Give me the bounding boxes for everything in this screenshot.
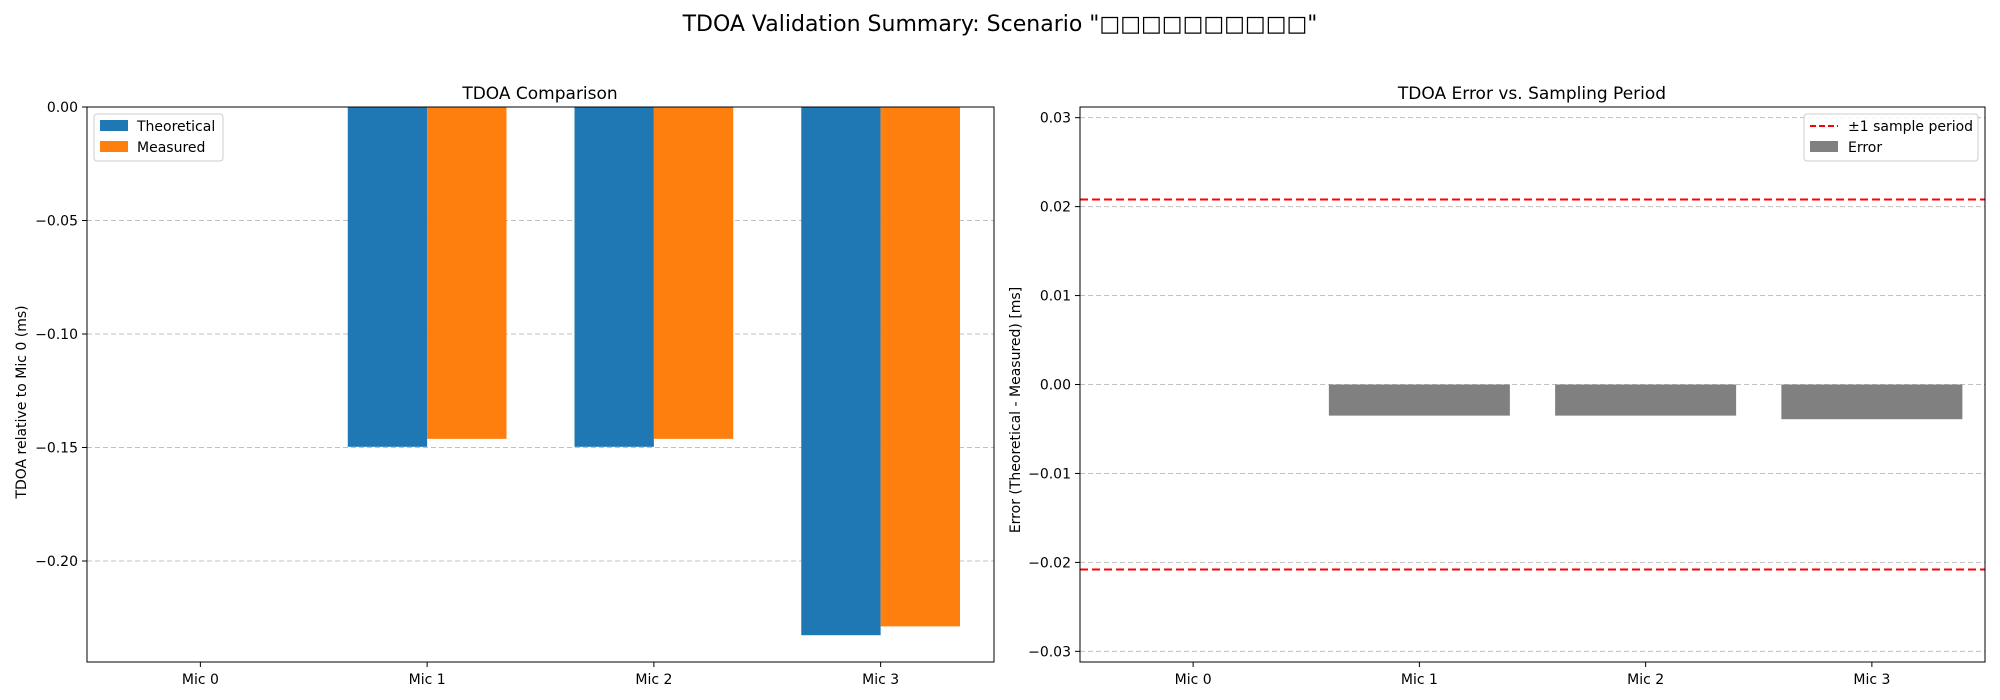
- y-tick-label: −0.01: [1028, 466, 1071, 482]
- left-y-ticks: 0.00 −0.05 −0.10 −0.15 −0.20: [35, 100, 87, 570]
- x-tick-label: Mic 1: [1401, 672, 1438, 688]
- y-tick-label: 0.00: [1040, 378, 1071, 394]
- y-tick-label: −0.05: [35, 213, 78, 229]
- right-legend-box: [1803, 113, 1979, 162]
- left-legend: Theoretical Measured: [93, 113, 224, 162]
- y-tick-label: −0.15: [35, 440, 78, 456]
- right-chart-title: TDOA Error vs. Sampling Period: [1397, 84, 1666, 104]
- right-axes-frame: [1079, 106, 1986, 663]
- right-y-ticks: 0.03 0.02 0.01 0.00 −0.01 −0.02 −0.03: [1028, 111, 1080, 660]
- right-x-ticks: Mic 0 Mic 1 Mic 2 Mic 3: [1175, 662, 1890, 688]
- x-tick-label: Mic 2: [635, 672, 672, 688]
- bar-measured-mic-1: [427, 107, 507, 439]
- left-chart-title: TDOA Comparison: [461, 84, 617, 104]
- x-tick-label: Mic 3: [862, 672, 899, 688]
- bar-error-mic-1: [1328, 384, 1510, 416]
- y-tick-label: −0.10: [35, 327, 78, 343]
- x-tick-label: Mic 1: [409, 672, 446, 688]
- bar-theoretical-mic-3: [801, 107, 881, 636]
- tdoa-error-chart: TDOA Error vs. Sampling Period Error (Th…: [1008, 84, 1986, 688]
- y-tick-label: −0.02: [1028, 555, 1071, 571]
- tdoa-comparison-chart: TDOA Comparison TDOA relative to Mic 0 (…: [14, 84, 995, 688]
- x-tick-label: Mic 0: [182, 672, 219, 688]
- left-x-ticks: Mic 0 Mic 1 Mic 2 Mic 3: [182, 662, 899, 688]
- legend-swatch-error: [1810, 141, 1838, 152]
- y-tick-label: 0.02: [1040, 200, 1071, 216]
- x-tick-label: Mic 0: [1175, 672, 1212, 688]
- bar-theoretical-mic-2: [574, 107, 654, 447]
- bar-theoretical-mic-1: [347, 107, 428, 447]
- right-reference-lines: [1080, 198, 1985, 571]
- y-tick-label: 0.00: [47, 100, 78, 116]
- y-tick-label: −0.20: [35, 554, 78, 570]
- legend-swatch-theoretical: [100, 120, 128, 131]
- bar-measured-mic-2: [653, 107, 734, 439]
- bar-error-mic-2: [1555, 384, 1737, 416]
- legend-swatch-measured: [100, 141, 128, 152]
- x-tick-label: Mic 2: [1627, 672, 1664, 688]
- legend-label-sample-period: ±1 sample period: [1848, 119, 1973, 135]
- legend-label-theoretical: Theoretical: [136, 119, 215, 135]
- left-y-axis-label: TDOA relative to Mic 0 (ms): [14, 305, 30, 499]
- left-bars: [347, 107, 960, 636]
- y-tick-label: −0.03: [1028, 644, 1071, 660]
- right-legend: ±1 sample period Error: [1803, 113, 1979, 162]
- legend-label-measured: Measured: [137, 140, 205, 156]
- figure-title: TDOA Validation Summary: Scenario "□□□□□…: [682, 12, 1318, 37]
- y-tick-label: 0.01: [1040, 289, 1071, 305]
- left-axes-frame: [86, 106, 995, 663]
- x-tick-label: Mic 3: [1853, 672, 1890, 688]
- right-y-axis-label: Error (Theoretical - Measured) [ms]: [1008, 287, 1024, 533]
- bar-measured-mic-3: [880, 107, 960, 627]
- legend-label-error: Error: [1848, 140, 1882, 156]
- y-tick-label: 0.03: [1040, 111, 1071, 127]
- bar-error-mic-3: [1781, 384, 1963, 420]
- right-bars: [1328, 384, 1963, 420]
